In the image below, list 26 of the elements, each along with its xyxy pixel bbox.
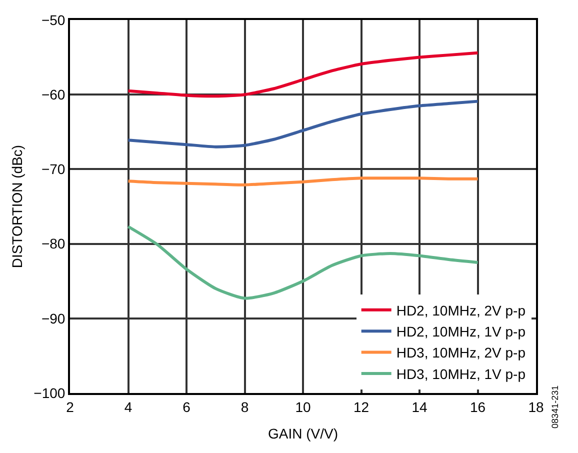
x-tick-label: 8 (240, 398, 249, 415)
x-tick-label: 14 (412, 398, 428, 415)
line-series (126, 100, 480, 148)
line-series (126, 51, 480, 98)
y-axis-title: DISTORTION (dBc) (8, 144, 25, 268)
y-tick-label: −90 (41, 310, 66, 326)
y-tick-label: −80 (41, 236, 66, 252)
y-tick-label: −100 (34, 384, 66, 401)
legend-label: HD2, 10MHz, 1V p-p (396, 324, 526, 340)
line-series (126, 225, 480, 300)
y-tick-label: −70 (41, 161, 66, 178)
x-tick-label: 16 (470, 398, 486, 415)
x-tick-label: 6 (182, 398, 191, 415)
x-tick-label: 10 (295, 398, 311, 415)
x-axis-title: GAIN (V/V) (268, 426, 338, 442)
x-tick-label: 4 (124, 398, 132, 415)
legend-label: HD3, 10MHz, 2V p-p (396, 344, 526, 361)
x-tick-label: 12 (353, 398, 370, 415)
x-tick-label: 2 (66, 398, 74, 415)
legend-label: HD3, 10MHz, 1V p-p (396, 366, 526, 382)
legend-label: HD2, 10MHz, 2V p-p (396, 302, 526, 318)
x-tick-label: 18 (528, 398, 544, 415)
y-tick-label: −60 (41, 86, 66, 102)
text: 08341-231 (550, 385, 560, 428)
y-tick-label: −50 (41, 12, 66, 28)
line-series (126, 176, 480, 186)
